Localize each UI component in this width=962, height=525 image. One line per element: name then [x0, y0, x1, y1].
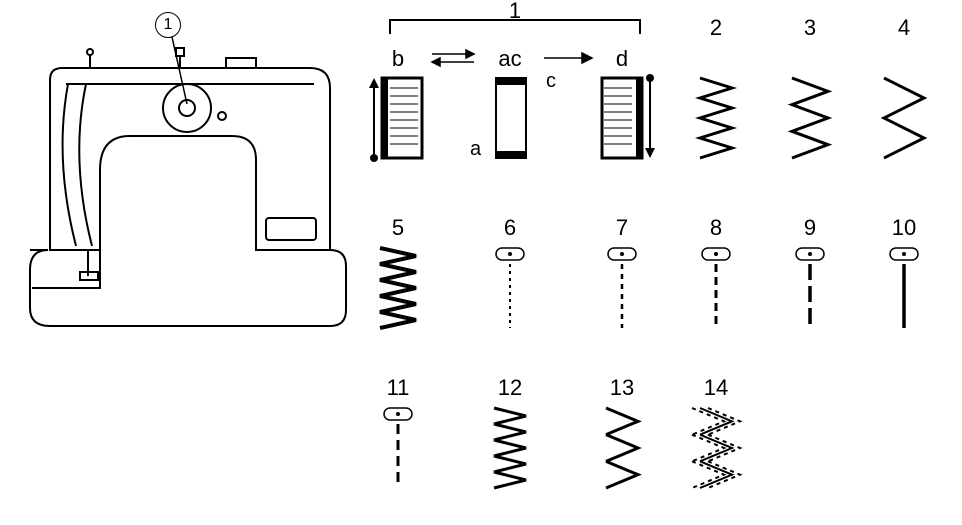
stitch-label-4: 4: [898, 15, 910, 41]
stitch-2: [686, 78, 746, 178]
stitch-3: [780, 78, 840, 178]
buttonhole-b: [378, 78, 438, 168]
stitch-11: [368, 408, 428, 508]
stitch-label-12: 12: [498, 375, 522, 401]
stitch-label-11: 11: [387, 375, 410, 401]
stitch-8: [686, 248, 746, 348]
stitch-14: [686, 408, 746, 508]
stitch-6: [480, 248, 540, 348]
stitch-9: [780, 248, 840, 348]
stitch-label-5: 5: [392, 215, 404, 241]
stitch-label-9: 9: [804, 215, 816, 241]
stitch-label-2: 2: [710, 15, 722, 41]
buttonhole-ac: [494, 78, 534, 168]
stitch-label-6: 6: [504, 215, 516, 241]
stitch-12: [480, 408, 540, 508]
stitch-10: [874, 248, 934, 348]
stitch-4: [874, 78, 934, 178]
stitch-5: [368, 248, 428, 348]
stitch-label-14: 14: [704, 375, 728, 401]
stitch-label-13: 13: [610, 375, 634, 401]
stitch-13: [592, 408, 652, 508]
buttonhole-d: [602, 78, 662, 168]
stitch-label-7: 7: [616, 215, 628, 241]
stitch-label-10: 10: [892, 215, 916, 241]
stitch-7: [592, 248, 652, 348]
stitch-label-3: 3: [804, 15, 816, 41]
stitch-label-8: 8: [710, 215, 722, 241]
